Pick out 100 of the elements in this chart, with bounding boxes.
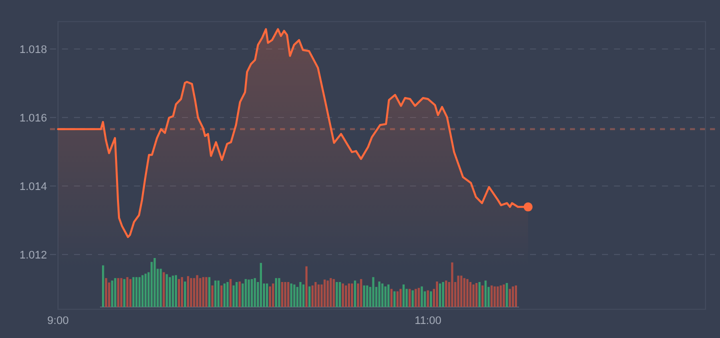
- bar: [512, 286, 514, 307]
- bar: [475, 282, 478, 307]
- bar: [318, 284, 320, 307]
- bar: [338, 282, 341, 307]
- bar: [494, 286, 496, 307]
- bar: [400, 288, 402, 307]
- bar: [326, 280, 329, 307]
- bar: [254, 278, 256, 307]
- bar: [174, 275, 177, 307]
- bar: [138, 277, 141, 307]
- bar: [162, 272, 165, 307]
- bar: [469, 282, 472, 307]
- bar: [236, 282, 238, 307]
- bar: [230, 279, 232, 307]
- bar: [506, 282, 508, 307]
- bar: [451, 262, 454, 307]
- x-tick-label: 9:00: [47, 315, 69, 327]
- bar: [250, 279, 253, 307]
- bar: [290, 283, 292, 307]
- bar: [278, 278, 280, 307]
- bar: [466, 279, 468, 307]
- bar: [275, 278, 278, 307]
- y-tick-label: 1.014: [19, 180, 47, 193]
- bar: [214, 280, 216, 307]
- bar: [217, 280, 220, 307]
- bar: [508, 288, 511, 307]
- bar: [445, 280, 448, 307]
- bar: [144, 274, 147, 307]
- bar: [406, 288, 408, 307]
- bar: [284, 282, 286, 307]
- bar: [372, 277, 374, 307]
- bar: [366, 285, 368, 307]
- y-tick-label: 1.016: [19, 112, 47, 124]
- bar: [102, 265, 104, 307]
- bar: [199, 278, 202, 307]
- bar: [166, 274, 168, 307]
- bar: [311, 285, 314, 307]
- bar: [117, 278, 120, 307]
- x-tick-label: 11:00: [414, 315, 442, 327]
- bar: [129, 279, 132, 307]
- bar: [123, 279, 126, 307]
- bar: [141, 275, 144, 307]
- bar: [314, 282, 317, 307]
- bar: [308, 286, 311, 307]
- bar: [402, 284, 405, 307]
- bar: [390, 288, 393, 307]
- bar: [378, 282, 380, 307]
- bar: [178, 279, 180, 307]
- bar: [381, 283, 384, 307]
- bar: [223, 283, 226, 307]
- bar: [418, 288, 420, 307]
- bar: [287, 282, 290, 307]
- bar: [238, 282, 241, 307]
- bar: [268, 286, 272, 307]
- bar: [436, 282, 438, 307]
- bar: [330, 278, 332, 307]
- bar: [272, 283, 274, 307]
- bar: [430, 291, 432, 307]
- bar: [187, 276, 190, 307]
- bar: [244, 279, 247, 307]
- bar: [472, 284, 474, 307]
- bar: [205, 277, 208, 307]
- bar: [514, 285, 517, 307]
- bar: [414, 288, 417, 307]
- bar: [208, 277, 210, 307]
- bar: [190, 278, 192, 307]
- bar: [172, 276, 174, 307]
- bar: [478, 282, 481, 307]
- bar: [500, 285, 502, 307]
- bar: [232, 285, 235, 307]
- bar: [438, 283, 442, 307]
- bar: [387, 284, 390, 307]
- bar: [393, 291, 396, 307]
- bar: [344, 285, 347, 307]
- bar: [502, 284, 505, 307]
- bar: [360, 279, 362, 307]
- bar: [154, 258, 156, 307]
- bar: [202, 277, 204, 307]
- bar: [184, 282, 186, 307]
- bar: [457, 276, 460, 307]
- bar: [114, 278, 116, 307]
- bar: [281, 282, 284, 307]
- bar: [120, 278, 122, 307]
- bar: [324, 280, 326, 307]
- bar: [342, 283, 344, 307]
- bar: [350, 283, 354, 307]
- bar: [490, 285, 493, 307]
- bar: [248, 280, 250, 307]
- bar: [242, 283, 244, 307]
- bar: [132, 277, 134, 307]
- bar: [299, 282, 302, 307]
- bar: [105, 278, 108, 307]
- bar: [211, 285, 214, 307]
- bar: [226, 282, 229, 307]
- bar: [412, 290, 414, 307]
- bar: [396, 291, 399, 307]
- bar: [150, 262, 153, 307]
- bar: [302, 284, 304, 307]
- bar: [384, 286, 386, 307]
- bar: [160, 268, 162, 307]
